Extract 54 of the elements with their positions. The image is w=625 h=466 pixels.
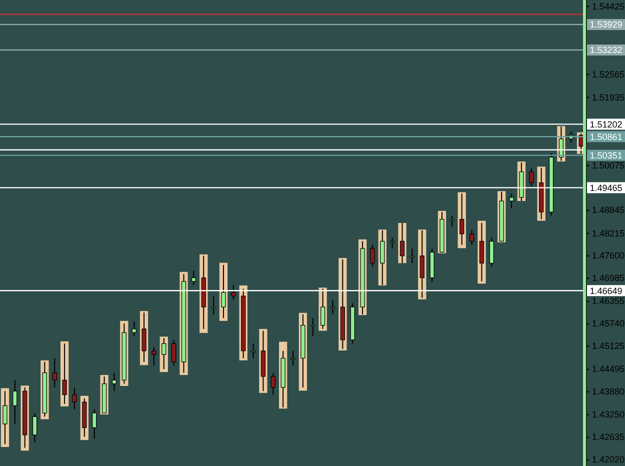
candlestick [12,380,18,424]
candlestick [172,339,176,366]
y-tick-label: 1.51935 [592,92,625,102]
candlestick [290,350,296,366]
candlestick [142,312,146,362]
ref-line-label: 1.50351 [590,150,622,160]
y-tick-label: 1.47600 [592,250,625,261]
y-tick-label: 1.43880 [592,386,625,397]
ref-line-label: 1.46649 [590,286,622,296]
candlestick [231,284,236,300]
candlestick [32,412,38,443]
ref-line-label: 1.51202 [590,119,622,130]
y-tick-label: 1.42020 [592,454,625,465]
candlestick [162,338,166,370]
y-tick-label: 1.48215 [592,228,625,238]
candlestick [370,244,375,268]
ref-line-label: 1.49465 [590,182,622,193]
candlestick [52,358,57,388]
candlestick [330,299,336,315]
y-tick-label: 1.42635 [592,432,625,442]
candlestick [211,296,216,315]
ref-line-label: 1.50861 [590,132,622,142]
y-tick-label: 1.50075 [592,160,625,170]
candlestick [310,317,316,337]
y-tick-label: 1.46355 [592,296,625,306]
y-tick-label: 1.45125 [592,341,625,352]
y-tick-label: 1.48845 [592,205,625,216]
y-tick-label: 1.46985 [592,273,625,284]
candlestick [469,230,474,246]
candlestick [250,343,256,359]
candlestick [270,372,276,396]
candlestick [191,270,196,286]
y-tick-label: 1.52565 [592,69,625,80]
candlestick [460,193,464,246]
candlestick [152,346,156,366]
candlestick [509,193,514,209]
ref-line-label: 1.53929 [590,20,622,30]
candlestick [2,390,8,445]
candlestick [132,321,136,337]
candlestick [450,215,454,228]
candlestick [221,264,226,318]
candlestick [479,222,484,282]
y-tick-label: 1.43250 [592,410,625,420]
candlestick [390,237,395,250]
candlestick [410,248,414,264]
candlestick [112,372,117,392]
y-tick-label: 1.44495 [592,364,625,374]
candlestick [489,237,494,268]
candlestick [92,408,97,440]
candlestick [72,386,77,410]
ref-line-label: 1.53232 [590,45,622,56]
candlestick [529,168,534,187]
y-tick-label: 1.54425 [592,1,625,12]
y-tick-label: 1.45740 [592,318,625,329]
